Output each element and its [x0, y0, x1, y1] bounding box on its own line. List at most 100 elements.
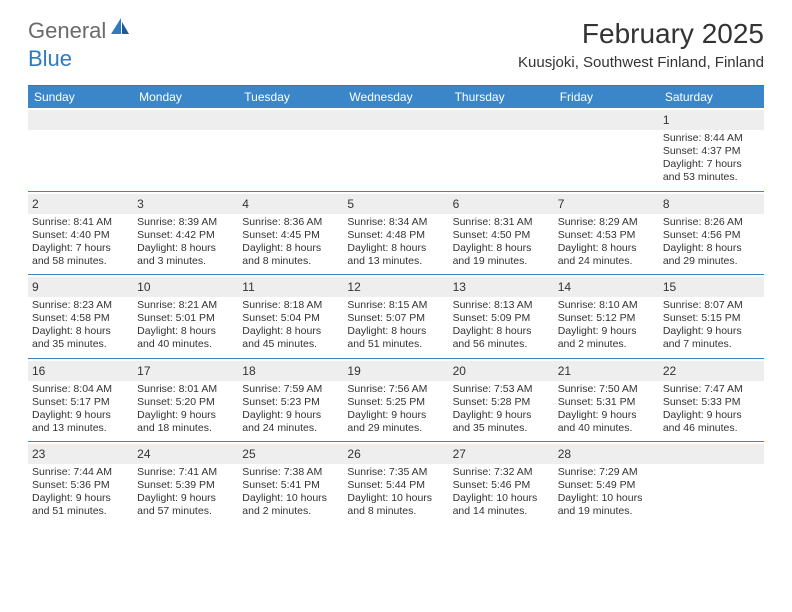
- day-number-strip: 2: [28, 194, 133, 214]
- day-number-strip: 21: [554, 361, 659, 381]
- day-number-strip: 22: [659, 361, 764, 381]
- day-cell: 15Sunrise: 8:07 AMSunset: 5:15 PMDayligh…: [659, 275, 764, 358]
- day-info: Sunrise: 7:38 AMSunset: 5:41 PMDaylight:…: [242, 466, 339, 519]
- day-cell: 21 Sunrise: 7:50 AMSunset: 5:31 PMDayligh…: [554, 359, 659, 442]
- day-cell: 22Sunrise: 7:47 AMSunset: 5:33 PMDayligh…: [659, 359, 764, 442]
- day-number: 22: [663, 364, 676, 378]
- day-info: Sunrise: 7:56 AMSunset: 5:25 PMDaylight:…: [347, 383, 444, 436]
- day-number-strip: 27: [449, 444, 554, 464]
- day-info: Sunrise: 8:21 AMSunset: 5:01 PMDaylight:…: [137, 299, 234, 352]
- day-cell: [554, 108, 659, 191]
- day-header-cell: Monday: [133, 86, 238, 108]
- day-number: 26: [347, 447, 360, 461]
- day-number: 12: [347, 280, 360, 294]
- day-number: 13: [453, 280, 466, 294]
- day-number-strip: [449, 110, 554, 130]
- day-info: Sunrise: 8:15 AMSunset: 5:07 PMDaylight:…: [347, 299, 444, 352]
- day-cell: 14 Sunrise: 8:10 AMSunset: 5:12 PMDayligh…: [554, 275, 659, 358]
- day-cell: 6Sunrise: 8:31 AMSunset: 4:50 PMDaylight…: [449, 192, 554, 275]
- day-header-cell: Tuesday: [238, 86, 343, 108]
- day-cell: 9 Sunrise: 8:23 AMSunset: 4:58 PMDaylight…: [28, 275, 133, 358]
- day-number: 17: [137, 364, 150, 378]
- day-number: [137, 113, 140, 127]
- day-cell: [238, 108, 343, 191]
- day-info: Sunrise: 7:35 AMSunset: 5:44 PMDaylight:…: [347, 466, 444, 519]
- day-number-strip: 6: [449, 194, 554, 214]
- day-number: 16: [32, 364, 45, 378]
- logo-text-blue: Blue: [28, 46, 72, 71]
- day-cell: 17 Sunrise: 8:01 AMSunset: 5:20 PMDayligh…: [133, 359, 238, 442]
- day-cell: 4Sunrise: 8:36 AMSunset: 4:45 PMDaylight…: [238, 192, 343, 275]
- day-cell: 8 Sunrise: 8:26 AMSunset: 4:56 PMDaylight…: [659, 192, 764, 275]
- day-number-strip: 15: [659, 277, 764, 297]
- day-info: Sunrise: 7:59 AMSunset: 5:23 PMDaylight:…: [242, 383, 339, 436]
- day-cell: 27Sunrise: 7:32 AMSunset: 5:46 PMDayligh…: [449, 442, 554, 525]
- day-number: 20: [453, 364, 466, 378]
- day-number: 19: [347, 364, 360, 378]
- day-cell: 25Sunrise: 7:38 AMSunset: 5:41 PMDayligh…: [238, 442, 343, 525]
- day-number-strip: 11: [238, 277, 343, 297]
- day-info: Sunrise: 7:41 AMSunset: 5:39 PMDaylight:…: [137, 466, 234, 519]
- day-info: Sunrise: 8:31 AMSunset: 4:50 PMDaylight:…: [453, 216, 550, 269]
- day-cell: 13 Sunrise: 8:13 AMSunset: 5:09 PMDayligh…: [449, 275, 554, 358]
- day-number-strip: [659, 444, 764, 464]
- header: General February 2025 Kuusjoki, Southwes…: [0, 0, 792, 77]
- day-number: 21: [558, 364, 571, 378]
- day-cell: 12 Sunrise: 8:15 AMSunset: 5:07 PMDayligh…: [343, 275, 448, 358]
- calendar: SundayMondayTuesdayWednesdayThursdayFrid…: [28, 85, 764, 525]
- day-number: 8: [663, 197, 670, 211]
- day-cell: [133, 108, 238, 191]
- day-info: Sunrise: 8:01 AMSunset: 5:20 PMDaylight:…: [137, 383, 234, 436]
- day-number: 15: [663, 280, 676, 294]
- day-number: [347, 113, 350, 127]
- day-number-strip: 12: [343, 277, 448, 297]
- week-row: 2Sunrise: 8:41 AMSunset: 4:40 PMDaylight…: [28, 192, 764, 276]
- day-number-strip: [28, 110, 133, 130]
- day-info: Sunrise: 7:29 AMSunset: 5:49 PMDaylight:…: [558, 466, 655, 519]
- day-cell: 26 Sunrise: 7:35 AMSunset: 5:44 PMDayligh…: [343, 442, 448, 525]
- day-info: Sunrise: 8:34 AMSunset: 4:48 PMDaylight:…: [347, 216, 444, 269]
- week-row: 1Sunrise: 8:44 AMSunset: 4:37 PMDaylight…: [28, 108, 764, 192]
- day-info: Sunrise: 8:36 AMSunset: 4:45 PMDaylight:…: [242, 216, 339, 269]
- day-number-strip: 1: [659, 110, 764, 130]
- day-number: 24: [137, 447, 150, 461]
- day-header-cell: Thursday: [449, 86, 554, 108]
- day-cell: 3Sunrise: 8:39 AMSunset: 4:42 PMDaylight…: [133, 192, 238, 275]
- day-number-strip: [133, 110, 238, 130]
- day-number-strip: 20: [449, 361, 554, 381]
- day-cell: [343, 108, 448, 191]
- day-header-cell: Wednesday: [343, 86, 448, 108]
- day-number-strip: 16: [28, 361, 133, 381]
- day-info: Sunrise: 8:26 AMSunset: 4:56 PMDaylight:…: [663, 216, 760, 269]
- month-title: February 2025: [518, 18, 764, 50]
- day-info: Sunrise: 8:13 AMSunset: 5:09 PMDaylight:…: [453, 299, 550, 352]
- day-info: Sunrise: 8:10 AMSunset: 5:12 PMDaylight:…: [558, 299, 655, 352]
- title-block: February 2025 Kuusjoki, Southwest Finlan…: [518, 18, 764, 71]
- day-header-cell: Sunday: [28, 86, 133, 108]
- day-number: 9: [32, 280, 39, 294]
- day-number-strip: 19: [343, 361, 448, 381]
- day-info: Sunrise: 7:50 AMSunset: 5:31 PMDaylight:…: [558, 383, 655, 436]
- day-cell: 18 Sunrise: 7:59 AMSunset: 5:23 PMDayligh…: [238, 359, 343, 442]
- day-number-strip: 4: [238, 194, 343, 214]
- day-number: 18: [242, 364, 255, 378]
- day-info: Sunrise: 8:39 AMSunset: 4:42 PMDaylight:…: [137, 216, 234, 269]
- day-number-strip: 10: [133, 277, 238, 297]
- location-text: Kuusjoki, Southwest Finland, Finland: [518, 54, 764, 71]
- day-number-strip: [343, 110, 448, 130]
- day-number-strip: 28: [554, 444, 659, 464]
- day-number: [453, 113, 456, 127]
- day-info: Sunrise: 7:53 AMSunset: 5:28 PMDaylight:…: [453, 383, 550, 436]
- day-number-strip: 25: [238, 444, 343, 464]
- day-number-strip: 24: [133, 444, 238, 464]
- day-info: Sunrise: 8:18 AMSunset: 5:04 PMDaylight:…: [242, 299, 339, 352]
- weeks-container: 1Sunrise: 8:44 AMSunset: 4:37 PMDaylight…: [28, 108, 764, 525]
- day-number: 11: [242, 280, 254, 294]
- day-number: [663, 447, 666, 461]
- day-cell: 11 Sunrise: 8:18 AMSunset: 5:04 PMDayligh…: [238, 275, 343, 358]
- day-number: 7: [558, 197, 565, 211]
- day-info: Sunrise: 8:23 AMSunset: 4:58 PMDaylight:…: [32, 299, 129, 352]
- day-number: 14: [558, 280, 571, 294]
- day-cell: 5Sunrise: 8:34 AMSunset: 4:48 PMDaylight…: [343, 192, 448, 275]
- day-number-strip: 23: [28, 444, 133, 464]
